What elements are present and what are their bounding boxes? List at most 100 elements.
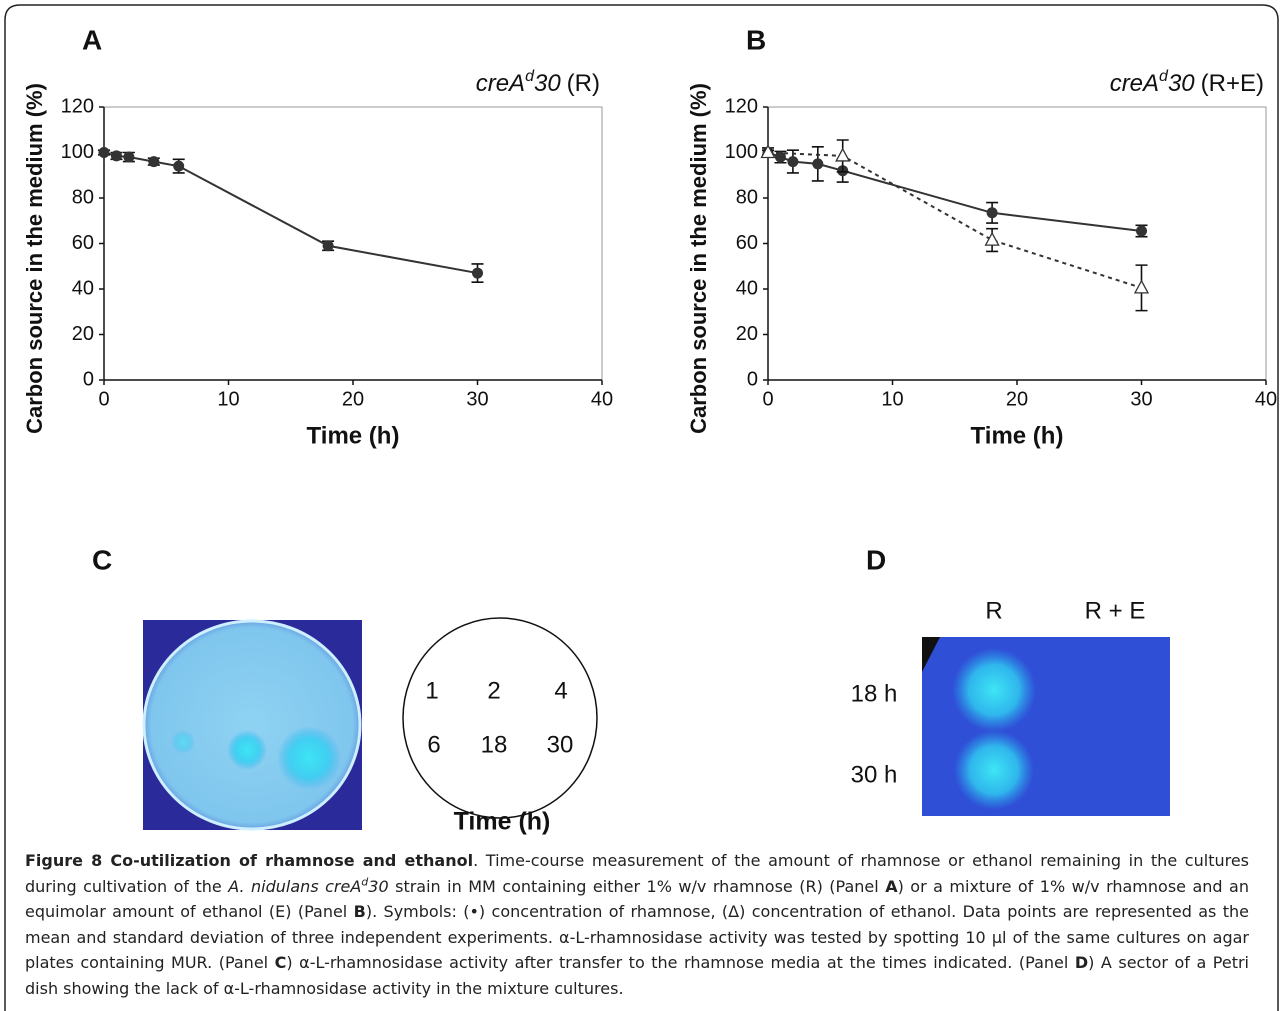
panel-label: B (746, 24, 766, 55)
circle-marker (148, 156, 160, 168)
y-tick-label: 20 (72, 323, 94, 345)
spot (952, 648, 1036, 732)
title-part: (R+E) (1201, 70, 1264, 97)
triangle-marker (1133, 279, 1150, 294)
caption-run: strain in MM containing either 1% w/v rh… (388, 876, 886, 896)
y-tick-label: 20 (736, 323, 758, 345)
circle-marker (98, 147, 110, 158)
circle-marker (787, 156, 799, 168)
x-tick-label: 40 (591, 388, 613, 410)
caption-run: ) or a mixture of 1% w/v rhamnose and an… (25, 876, 1249, 922)
data-line (103, 151, 478, 275)
x-axis-label: Time (h) (971, 422, 1064, 449)
x-tick-label: 20 (1006, 388, 1028, 410)
circle-marker (322, 240, 334, 252)
title-part: creA (476, 70, 525, 97)
data-line (767, 151, 1142, 289)
position-label: 18 (481, 731, 508, 758)
y-tick-label: 80 (736, 186, 758, 208)
caption-run: ) A sector of a Petri dish showing the l… (25, 953, 1249, 998)
y-tick-label: 120 (61, 95, 94, 117)
figure-frame (4, 4, 1279, 1011)
triangle-marker (835, 147, 851, 162)
circle-marker (812, 158, 824, 170)
spot (277, 726, 341, 790)
caption-run: Figure 8 Co-utilization of rhamnose and … (25, 851, 474, 870)
spot (171, 730, 195, 754)
title-part: 30 (1168, 70, 1195, 97)
position-label: 1 (425, 677, 438, 704)
caption-run: ). Symbols: (•) concentration of rhamnos… (25, 902, 1249, 972)
circle-marker (110, 150, 122, 162)
y-axis-label: Carbon source in the medium (%) (22, 83, 47, 434)
title-part: creA (1110, 70, 1159, 97)
y-tick-label: 120 (725, 95, 758, 117)
caption-run: D (1074, 953, 1089, 972)
petri-dish (142, 619, 362, 831)
y-tick-label: 40 (72, 277, 94, 299)
x-tick-label: 0 (762, 388, 773, 410)
plate-diagram (402, 617, 598, 819)
chart-title: creAd30 (R) (476, 68, 600, 98)
position-label: 2 (487, 677, 500, 704)
chart-title: creAd30 (R+E) (1110, 68, 1264, 98)
caption-run: . Time-course measurement of the amount … (25, 851, 1250, 896)
title-part: (R) (567, 70, 600, 97)
y-tick-label: 100 (61, 141, 94, 163)
spot (954, 730, 1034, 810)
y-tick-label: 80 (72, 186, 94, 208)
y-tick-label: 40 (736, 277, 758, 299)
panel-label: A (82, 24, 102, 55)
title-part: d (525, 68, 535, 85)
y-tick-label: 100 (725, 141, 758, 163)
photo-corner (922, 637, 940, 672)
circle-marker (173, 160, 185, 172)
position-label: 6 (427, 731, 440, 758)
y-tick-label: 0 (747, 368, 758, 390)
axis-label: Time (h) (454, 808, 551, 836)
triangle-marker (984, 231, 1000, 246)
caption-run: d (361, 875, 369, 889)
panel-label: C (92, 544, 112, 575)
circle-marker (986, 207, 998, 219)
x-tick-label: 0 (98, 388, 109, 410)
y-tick-label: 60 (72, 232, 94, 254)
position-label: 4 (554, 677, 567, 704)
circle-marker (123, 151, 135, 163)
y-tick-label: 0 (83, 368, 94, 390)
x-tick-label: 40 (1255, 388, 1277, 410)
column-label: R + E (1085, 597, 1146, 624)
caption-run: 30 (368, 876, 389, 896)
column-label: R (985, 597, 1002, 624)
x-tick-label: 20 (342, 388, 364, 410)
row-label: 30 h (851, 761, 898, 788)
circle-marker (774, 151, 786, 163)
caption-run: A (885, 876, 898, 896)
x-axis-label: Time (h) (307, 422, 400, 449)
position-label: 30 (547, 731, 574, 758)
caption-run: B (353, 902, 366, 921)
spot (227, 730, 267, 770)
row-label: 18 h (851, 680, 898, 707)
caption-run: A. nidulans creA (228, 876, 362, 896)
title-part: 30 (534, 70, 561, 97)
x-tick-label: 30 (466, 388, 488, 410)
x-tick-label: 10 (217, 388, 239, 410)
caption: Figure 8 Co-utilization of rhamnose and … (25, 848, 1249, 1001)
y-tick-label: 60 (736, 232, 758, 254)
title-part: d (1159, 68, 1169, 85)
plot-frame (103, 106, 603, 381)
y-axis-label: Carbon source in the medium (%) (686, 83, 711, 434)
circle-marker (1136, 225, 1147, 237)
x-tick-label: 30 (1130, 388, 1152, 410)
x-tick-label: 10 (881, 388, 903, 410)
triangle-marker (760, 144, 776, 159)
caption-run: ) α-L-rhamnosidase activity after transf… (286, 953, 1075, 972)
circle-marker (472, 267, 483, 279)
caption-run: C (274, 953, 287, 972)
